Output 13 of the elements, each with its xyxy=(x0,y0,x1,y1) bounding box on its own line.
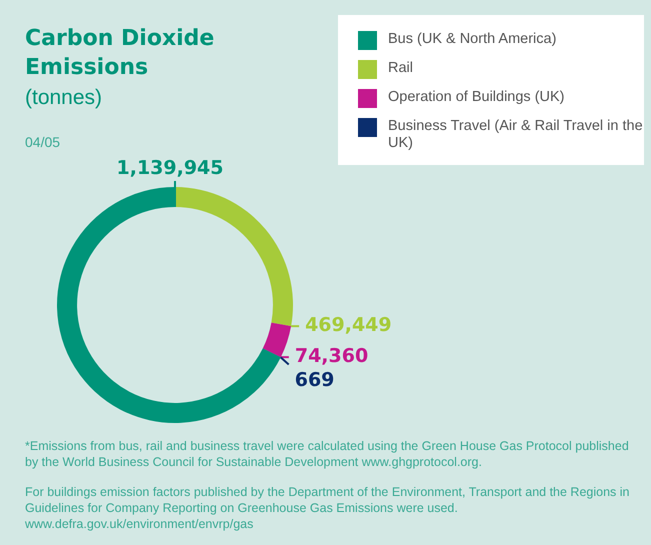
legend-label: Rail xyxy=(388,60,413,77)
legend-label: Bus (UK & North America) xyxy=(388,31,556,48)
text: 04/05 xyxy=(25,134,60,150)
text: *Emissions from bus, rail and business travel were calculated using the Green House Gas Protocol published by the World Business Council for Sustainable Development www.ghgprotocol.org. xyxy=(25,438,630,470)
data-label: 469,449 xyxy=(305,314,392,336)
data-label: 669 xyxy=(294,369,334,392)
data-label: 1,139,945 xyxy=(116,156,224,179)
text: Carbon Dioxide Emissions xyxy=(25,25,216,82)
legend-label: Operation of Buildings (UK) xyxy=(388,89,564,106)
text: (tonnes) xyxy=(25,86,102,110)
legend-label: Business Travel (Air & Rail Travel in the UK) xyxy=(388,118,644,152)
data-label: 74,360 xyxy=(294,345,368,368)
text: For buildings emission factors published by the Department of the Environment, Transport and the Regions in Guidelines for Company Reporting on Greenhouse Gas Emissions were used. www.defra.gov.uk/environment/envrp/gas xyxy=(25,484,630,532)
